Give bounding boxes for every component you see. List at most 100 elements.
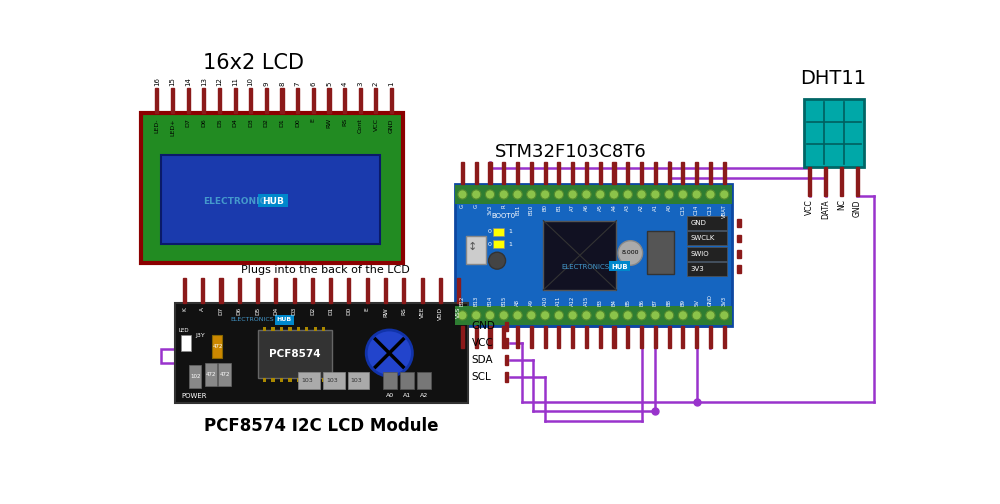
Text: B0: B0 <box>543 205 548 212</box>
Text: A10: A10 <box>543 296 548 306</box>
Circle shape <box>527 190 536 199</box>
Bar <box>475 162 478 183</box>
Circle shape <box>485 190 495 199</box>
Bar <box>296 88 299 113</box>
Bar <box>493 240 504 248</box>
Text: B8: B8 <box>667 299 672 306</box>
Text: RS: RS <box>401 307 406 315</box>
Circle shape <box>489 252 506 269</box>
Text: SCL: SCL <box>472 372 491 382</box>
Bar <box>417 372 431 389</box>
Bar <box>571 162 574 183</box>
Text: D6: D6 <box>237 307 242 315</box>
Bar <box>695 326 698 348</box>
Text: A1: A1 <box>653 205 658 212</box>
Text: 103: 103 <box>326 379 338 384</box>
Circle shape <box>665 311 674 320</box>
Text: HUB: HUB <box>611 264 628 270</box>
Bar <box>374 88 377 113</box>
Bar <box>258 195 288 207</box>
Text: A1: A1 <box>403 393 411 398</box>
Text: HUB: HUB <box>262 197 284 206</box>
Circle shape <box>651 190 660 199</box>
Bar <box>305 327 308 331</box>
Text: GND: GND <box>472 321 496 331</box>
Bar <box>234 88 237 113</box>
Text: HUB: HUB <box>276 318 291 323</box>
Bar <box>305 377 308 382</box>
Bar <box>238 278 241 303</box>
Bar <box>530 162 533 183</box>
Bar <box>493 228 504 236</box>
Circle shape <box>485 311 495 320</box>
Bar <box>402 278 405 303</box>
Bar <box>626 326 629 348</box>
Text: D5: D5 <box>255 307 260 315</box>
Text: A2: A2 <box>639 205 644 212</box>
Text: A4: A4 <box>612 205 617 212</box>
Text: B11: B11 <box>515 205 520 215</box>
Text: DHT11: DHT11 <box>800 69 866 88</box>
Bar <box>171 88 174 113</box>
Text: POWER: POWER <box>181 393 207 399</box>
Text: G: G <box>460 205 465 209</box>
Text: LED: LED <box>178 328 189 333</box>
Bar <box>695 162 698 183</box>
Bar <box>288 327 292 331</box>
Bar <box>502 162 505 183</box>
Bar <box>687 262 727 276</box>
Bar <box>557 326 560 348</box>
Bar <box>466 236 486 264</box>
Bar <box>359 88 362 113</box>
Text: E: E <box>311 118 316 122</box>
Bar <box>384 278 387 303</box>
Text: 0: 0 <box>488 229 492 234</box>
Text: A7: A7 <box>570 205 575 212</box>
Bar <box>824 167 827 196</box>
Bar <box>654 326 657 348</box>
Bar <box>640 162 643 183</box>
Circle shape <box>527 311 536 320</box>
Text: Cont: Cont <box>358 118 363 133</box>
Text: 16: 16 <box>154 77 160 86</box>
Text: 0: 0 <box>488 241 492 246</box>
Text: VDD: VDD <box>438 307 443 320</box>
Circle shape <box>665 190 674 199</box>
Text: B12: B12 <box>460 296 465 306</box>
Bar <box>505 372 508 382</box>
Circle shape <box>513 311 522 320</box>
Text: 472: 472 <box>220 372 230 377</box>
Bar <box>275 314 294 325</box>
Bar <box>400 372 414 389</box>
Bar <box>265 88 268 113</box>
Bar <box>141 113 403 263</box>
Circle shape <box>609 190 619 199</box>
Text: GND: GND <box>389 118 394 133</box>
Text: VCC: VCC <box>373 118 378 131</box>
Text: 14: 14 <box>185 77 191 86</box>
Text: ↕: ↕ <box>468 242 477 252</box>
Text: GND: GND <box>690 220 706 226</box>
Bar <box>322 327 325 331</box>
Text: RW: RW <box>383 307 388 317</box>
Bar <box>488 162 492 183</box>
Text: D5: D5 <box>217 118 222 127</box>
Circle shape <box>623 190 632 199</box>
Bar <box>297 377 300 382</box>
Text: 103: 103 <box>351 379 363 384</box>
Circle shape <box>623 311 632 320</box>
Text: 3: 3 <box>357 81 363 86</box>
Text: 103: 103 <box>302 379 313 384</box>
Text: VCC: VCC <box>805 199 814 215</box>
Bar <box>288 377 292 382</box>
Bar <box>212 335 222 358</box>
Text: 2: 2 <box>373 82 379 86</box>
Bar <box>505 322 508 331</box>
Circle shape <box>582 190 591 199</box>
Bar <box>681 162 684 183</box>
Bar <box>322 377 325 382</box>
Text: B1: B1 <box>556 205 561 212</box>
Bar <box>505 339 508 348</box>
Circle shape <box>472 311 481 320</box>
Bar <box>202 88 205 113</box>
